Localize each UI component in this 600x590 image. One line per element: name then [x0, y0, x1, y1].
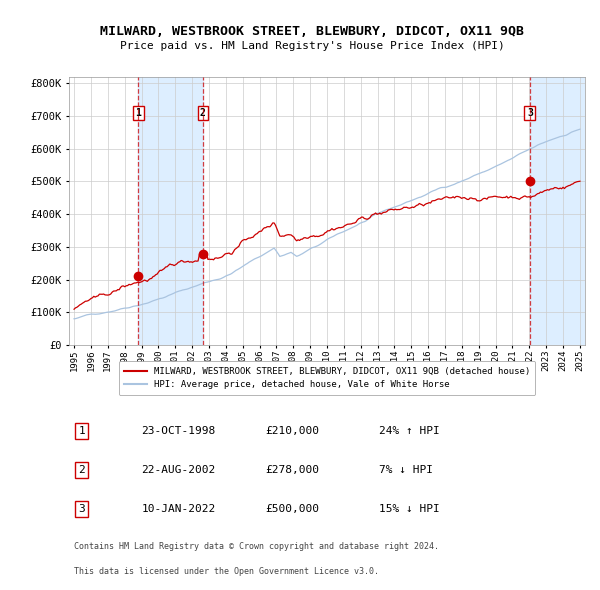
Text: 15% ↓ HPI: 15% ↓ HPI: [379, 504, 439, 514]
Text: £278,000: £278,000: [265, 465, 319, 475]
Text: 3: 3: [79, 504, 85, 514]
Text: 22-AUG-2002: 22-AUG-2002: [141, 465, 215, 475]
Bar: [139, 77, 203, 345]
Text: 23-OCT-1998: 23-OCT-1998: [141, 426, 215, 436]
Text: £500,000: £500,000: [265, 504, 319, 514]
Text: 2: 2: [79, 465, 85, 475]
Text: 1: 1: [136, 108, 141, 118]
Text: This data is licensed under the Open Government Licence v3.0.: This data is licensed under the Open Gov…: [74, 568, 379, 576]
Text: Contains HM Land Registry data © Crown copyright and database right 2024.: Contains HM Land Registry data © Crown c…: [74, 542, 439, 550]
Text: 10-JAN-2022: 10-JAN-2022: [141, 504, 215, 514]
Text: 1: 1: [79, 426, 85, 436]
Bar: [530, 77, 589, 345]
Text: 2: 2: [200, 108, 206, 118]
Text: 7% ↓ HPI: 7% ↓ HPI: [379, 465, 433, 475]
Text: MILWARD, WESTBROOK STREET, BLEWBURY, DIDCOT, OX11 9QB: MILWARD, WESTBROOK STREET, BLEWBURY, DID…: [100, 25, 524, 38]
Text: £210,000: £210,000: [265, 426, 319, 436]
Legend: MILWARD, WESTBROOK STREET, BLEWBURY, DIDCOT, OX11 9QB (detached house), HPI: Ave: MILWARD, WESTBROOK STREET, BLEWBURY, DID…: [119, 362, 535, 395]
Text: 24% ↑ HPI: 24% ↑ HPI: [379, 426, 439, 436]
Text: 3: 3: [527, 108, 533, 118]
Text: Price paid vs. HM Land Registry's House Price Index (HPI): Price paid vs. HM Land Registry's House …: [119, 41, 505, 51]
